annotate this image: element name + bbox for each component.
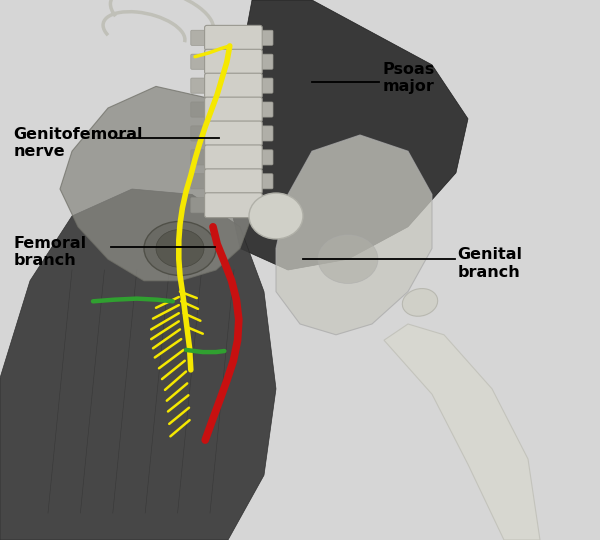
FancyBboxPatch shape	[205, 25, 262, 50]
Text: Psoas
major: Psoas major	[383, 62, 435, 94]
Text: Femoral
branch: Femoral branch	[13, 236, 86, 268]
FancyBboxPatch shape	[191, 174, 205, 189]
FancyBboxPatch shape	[205, 169, 262, 194]
FancyBboxPatch shape	[259, 78, 273, 93]
FancyBboxPatch shape	[259, 54, 273, 69]
FancyBboxPatch shape	[205, 121, 262, 146]
FancyBboxPatch shape	[191, 150, 205, 165]
FancyBboxPatch shape	[191, 30, 205, 45]
FancyBboxPatch shape	[259, 198, 273, 213]
FancyBboxPatch shape	[259, 174, 273, 189]
FancyBboxPatch shape	[205, 49, 262, 74]
Polygon shape	[228, 0, 468, 270]
FancyBboxPatch shape	[205, 73, 262, 98]
Polygon shape	[0, 189, 276, 540]
FancyBboxPatch shape	[205, 193, 262, 218]
Ellipse shape	[249, 193, 303, 239]
FancyBboxPatch shape	[259, 126, 273, 141]
Ellipse shape	[318, 235, 378, 284]
FancyBboxPatch shape	[191, 126, 205, 141]
FancyBboxPatch shape	[191, 54, 205, 69]
FancyBboxPatch shape	[259, 150, 273, 165]
Ellipse shape	[144, 221, 216, 275]
FancyBboxPatch shape	[191, 198, 205, 213]
FancyBboxPatch shape	[205, 145, 262, 170]
FancyBboxPatch shape	[259, 30, 273, 45]
FancyBboxPatch shape	[191, 102, 205, 117]
FancyBboxPatch shape	[205, 97, 262, 122]
FancyBboxPatch shape	[191, 78, 205, 93]
FancyBboxPatch shape	[259, 102, 273, 117]
Text: Genitofemoral
nerve: Genitofemoral nerve	[13, 127, 143, 159]
Text: Genital
branch: Genital branch	[457, 247, 522, 280]
Ellipse shape	[403, 288, 437, 316]
Polygon shape	[60, 86, 258, 281]
Polygon shape	[384, 324, 540, 540]
Polygon shape	[276, 135, 432, 335]
Ellipse shape	[156, 230, 204, 267]
